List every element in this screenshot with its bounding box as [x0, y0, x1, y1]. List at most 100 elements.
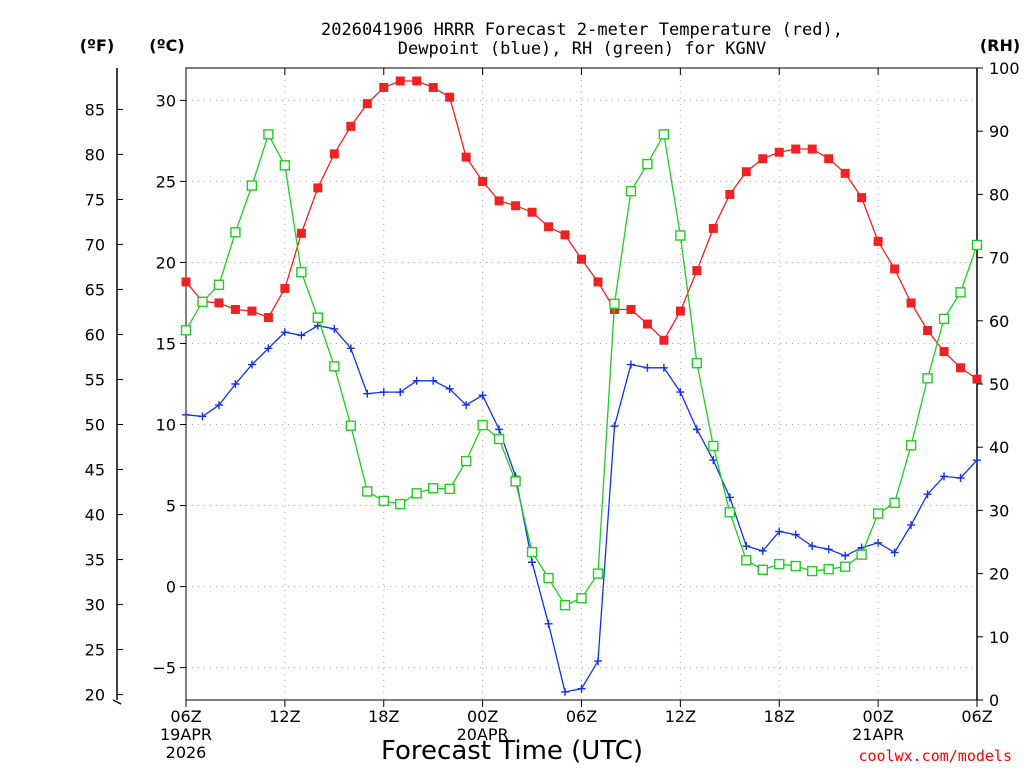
temperature-point	[511, 201, 521, 211]
temperature-point	[824, 154, 834, 164]
dewpoint-point	[775, 527, 784, 536]
x-tick-date-label: 2026	[166, 743, 207, 762]
dewpoint-point	[725, 493, 734, 502]
fahrenheit-tick-label: 80	[85, 145, 105, 164]
rh-point	[691, 357, 703, 369]
celsius-tick-label: 10	[156, 416, 176, 435]
rh-point	[741, 555, 752, 566]
temperature-point	[230, 304, 240, 314]
rh-point	[559, 600, 571, 611]
dewpoint-point	[429, 376, 438, 385]
rh-point	[658, 129, 670, 140]
dewpoint-point	[973, 456, 981, 465]
rh-point	[790, 560, 801, 572]
axes: −5 0 5 10 15 20 25 30 20 25 30 35 40 45 50 55 60 65 70 75 80…	[85, 59, 1020, 762]
temperature-point	[758, 154, 768, 164]
dewpoint-point	[280, 328, 289, 337]
rh-point	[724, 507, 736, 518]
temperature-point	[890, 264, 900, 274]
rh-tick-label: 50	[989, 375, 1009, 394]
rh-point	[213, 279, 225, 290]
dewpoint-point	[709, 456, 718, 465]
temperature-point	[544, 222, 554, 232]
rh-point	[889, 497, 900, 509]
x-tick-label: 18Z	[368, 707, 399, 726]
temperature-point	[741, 167, 751, 177]
dewpoint-point	[676, 388, 685, 397]
temperature-point	[461, 152, 471, 162]
dewpoint-point	[824, 545, 833, 554]
fahrenheit-tick-label: 40	[85, 506, 105, 525]
rh-tick-label: 90	[989, 122, 1009, 141]
rh-point	[460, 455, 472, 467]
dewpoint-point	[841, 551, 850, 560]
rh-point	[757, 564, 768, 576]
rh-tick-label: 0	[989, 691, 999, 710]
temperature-point	[840, 168, 850, 178]
temperature-point	[247, 306, 257, 316]
rh-point	[427, 483, 439, 494]
temperature-point	[181, 277, 191, 287]
celsius-tick-label: 15	[156, 334, 176, 353]
temperature-point	[478, 176, 488, 186]
rh-point	[246, 180, 258, 191]
rh-tick-label: 10	[989, 628, 1009, 647]
temperature-point	[577, 254, 586, 264]
x-tick-label: 00Z	[467, 707, 498, 726]
temperature-point	[725, 189, 735, 199]
fahrenheit-axis-end-tick	[112, 699, 122, 705]
dewpoint-point	[808, 542, 817, 551]
rh-point	[263, 129, 274, 140]
fahrenheit-tick-label: 35	[85, 551, 105, 570]
temperature-point	[313, 183, 323, 193]
temperature-point	[791, 144, 801, 154]
rh-point	[576, 593, 587, 604]
rh-point	[922, 373, 933, 384]
x-tick-label: 06Z	[961, 707, 992, 726]
temperature-point	[296, 228, 306, 238]
dewpoint-point	[890, 548, 899, 557]
rh-tick-label: 20	[989, 565, 1009, 584]
temperature-point	[280, 283, 290, 293]
celsius-tick-label: 0	[166, 578, 176, 597]
rh-point	[493, 433, 505, 445]
fahrenheit-tick-label: 30	[85, 596, 105, 615]
fahrenheit-tick-label: 75	[85, 190, 105, 209]
temperature-point	[395, 76, 405, 86]
rh-point	[312, 312, 324, 323]
temperature-point	[593, 277, 603, 287]
dewpoint-point	[940, 472, 949, 481]
credit-text: coolwx.com/models	[858, 747, 1012, 765]
x-tick-label: 00Z	[862, 707, 893, 726]
celsius-tick-label: 25	[156, 172, 176, 191]
x-tick-date-label: 20APR	[457, 725, 509, 744]
grid-lines	[186, 68, 977, 700]
rh-point	[955, 287, 966, 298]
x-tick-label: 12Z	[269, 707, 300, 726]
rh-point	[905, 440, 917, 451]
temperature-point	[428, 82, 438, 92]
fahrenheit-tick-label: 50	[85, 416, 105, 435]
dewpoint-point	[214, 401, 223, 410]
rh-point	[856, 549, 867, 560]
rh-point	[296, 266, 307, 278]
temperature-point	[675, 306, 685, 316]
rh-unit-label: (RH)	[980, 36, 1020, 55]
temperature-point	[445, 92, 455, 102]
temperature-point	[708, 223, 718, 233]
dewpoint-point	[363, 389, 372, 398]
series-layer	[180, 76, 983, 696]
fahrenheit-tick-label: 20	[85, 686, 105, 705]
dewpoint-point	[923, 490, 932, 499]
rh-point	[329, 361, 340, 372]
rh-point	[642, 158, 653, 170]
temperature-point	[214, 298, 224, 308]
rh-tick-label: 60	[989, 312, 1009, 331]
dewpoint-point	[528, 558, 537, 567]
fahrenheit-tick-label: 85	[85, 100, 105, 119]
dewpoint-point	[593, 657, 602, 666]
rh-point	[345, 420, 356, 431]
dewpoint-point	[758, 546, 767, 555]
rh-point	[197, 296, 208, 308]
fahrenheit-tick-label: 70	[85, 235, 105, 254]
